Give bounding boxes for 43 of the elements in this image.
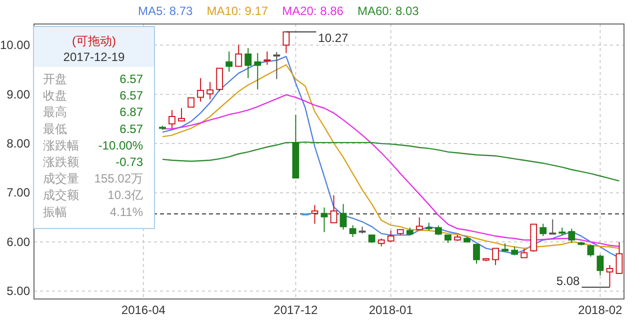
text: MA5: 8.73 bbox=[138, 4, 194, 18]
annotation: 振幅 bbox=[43, 204, 67, 219]
y-tick-label: 9.00 bbox=[6, 87, 30, 102]
y-tick-label: 7.00 bbox=[6, 186, 30, 200]
annotation: 155.02万 bbox=[94, 172, 143, 186]
y-tick-label: 8.00 bbox=[6, 136, 30, 151]
x-tick-label: 2018-02 bbox=[578, 303, 623, 317]
annotation: 10.3亿 bbox=[108, 188, 143, 202]
annotation: 6.57 bbox=[120, 72, 144, 86]
annotation: 成交量 bbox=[43, 172, 79, 186]
candlestick bbox=[206, 82, 214, 100]
candlestick bbox=[311, 204, 318, 224]
annotation: 收盘 bbox=[43, 88, 67, 103]
candlestick bbox=[320, 206, 328, 233]
text: MA10: 9.17 bbox=[206, 4, 268, 18]
candlestick bbox=[254, 52, 262, 90]
annotation: 6.57 bbox=[120, 122, 144, 136]
candlestick bbox=[244, 48, 252, 79]
annotation: 6.87 bbox=[120, 105, 144, 120]
annotation: 2017-12-19 bbox=[63, 50, 126, 64]
y-tick-label: 6.00 bbox=[6, 234, 30, 249]
annotation: 成交额 bbox=[43, 188, 79, 202]
annotation: 涨跌额 bbox=[43, 155, 79, 169]
line-series bbox=[162, 141, 620, 182]
text: MA60: 8.03 bbox=[357, 4, 420, 18]
annotation: 10.27 bbox=[318, 30, 349, 45]
annotation: 最高 bbox=[43, 105, 67, 120]
x-tick-label: 2018-01 bbox=[368, 303, 414, 317]
annotation: 4.11% bbox=[110, 204, 144, 219]
y-tick-label: 10.00 bbox=[0, 38, 30, 52]
y-tick-label: 5.00 bbox=[6, 284, 30, 298]
x-tick-label: 2017-12 bbox=[274, 303, 318, 317]
annotation: -10.00% bbox=[98, 138, 144, 152]
annotation: (可拖动) bbox=[72, 34, 116, 48]
annotation: 5.08 bbox=[556, 274, 580, 288]
annotation: 最低 bbox=[43, 122, 67, 136]
annotation: 涨跌幅 bbox=[43, 138, 79, 152]
annotation: -0.73 bbox=[116, 155, 144, 169]
annotation: 开盘 bbox=[43, 72, 67, 86]
x-tick-label: 2016-04 bbox=[121, 303, 166, 317]
text: MA20: 8.86 bbox=[282, 4, 344, 18]
annotation: 6.57 bbox=[120, 88, 144, 103]
line-series bbox=[162, 94, 620, 247]
